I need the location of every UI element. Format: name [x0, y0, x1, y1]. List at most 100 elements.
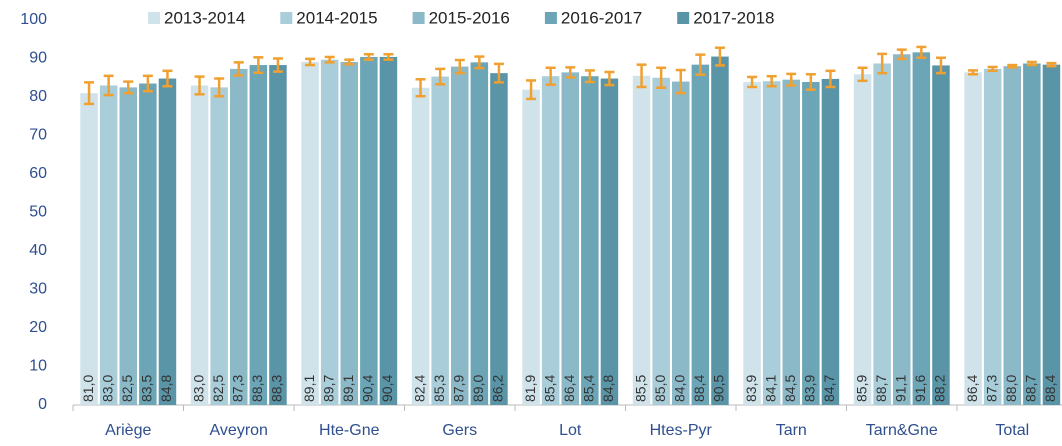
bar: [912, 52, 931, 406]
bar: [1023, 63, 1041, 405]
value-label: 83,9: [802, 375, 818, 402]
value-label: 85,0: [652, 375, 668, 402]
bar: [451, 66, 469, 406]
value-label: 85,4: [541, 375, 557, 402]
error-bar: [877, 52, 888, 75]
bar: [158, 78, 177, 406]
value-label: 87,3: [229, 375, 245, 402]
bar: [691, 64, 710, 405]
error-bar: [474, 55, 485, 70]
bar: [269, 65, 287, 406]
value-label: 89,1: [301, 375, 317, 402]
error-bar: [214, 77, 225, 98]
error-bar: [805, 73, 816, 91]
error-bar: [675, 68, 686, 95]
legend-label: 2013-2014: [164, 8, 245, 27]
value-label: 85,5: [632, 375, 648, 402]
value-label: 88,4: [691, 375, 707, 402]
bar: [139, 83, 157, 406]
bar: [431, 76, 449, 405]
x-tick-label: Htes-Pyr: [650, 422, 713, 439]
value-label: 88,3: [249, 375, 265, 402]
x-tick-label: Total: [995, 422, 1029, 439]
bar: [470, 62, 489, 405]
bar: [932, 65, 950, 406]
value-label: 83,0: [99, 375, 115, 402]
x-tick-label: Gers: [442, 422, 477, 439]
bar: [80, 93, 98, 406]
legend-swatch: [148, 12, 160, 24]
value-label: 82,5: [119, 375, 135, 402]
y-tick-label: 50: [29, 204, 47, 221]
value-label: 85,4: [581, 375, 597, 402]
error-bar: [584, 69, 595, 84]
y-tick-label: 30: [29, 281, 47, 298]
value-label: 88,0: [1003, 375, 1019, 402]
error-bar: [968, 69, 979, 76]
bar: [541, 76, 560, 406]
bar: [190, 85, 209, 405]
value-label: 81,9: [522, 375, 538, 402]
value-label: 88,2: [932, 375, 948, 402]
value-label: 91,1: [892, 375, 908, 402]
value-label: 88,3: [269, 375, 285, 402]
error-bar: [604, 70, 615, 87]
bar: [249, 65, 268, 406]
value-label: 88,4: [1042, 375, 1058, 402]
bar: [873, 63, 891, 405]
error-bar: [656, 66, 667, 90]
error-bar: [1026, 60, 1037, 67]
error-bar: [786, 72, 797, 87]
value-label: 84,5: [782, 375, 798, 402]
error-bar: [935, 56, 946, 75]
error-bar: [272, 57, 283, 73]
value-label: 81,0: [80, 375, 96, 402]
error-bar: [142, 74, 153, 93]
value-label: 88,7: [873, 375, 889, 402]
error-bar: [415, 78, 426, 98]
value-label: 91,6: [912, 375, 928, 402]
x-tick-label: Lot: [559, 422, 582, 439]
value-label: 85,3: [431, 375, 447, 402]
y-tick-label: 40: [29, 242, 47, 259]
error-bar: [545, 66, 556, 86]
error-bar: [714, 46, 725, 67]
error-bar: [162, 69, 173, 88]
legend-label: 2017-2018: [693, 8, 774, 27]
error-bar: [253, 56, 264, 74]
value-label: 83,5: [139, 375, 155, 402]
error-bar: [363, 53, 374, 61]
error-bar: [123, 80, 134, 95]
x-tick-label: Tarn&Gne: [866, 422, 938, 439]
value-label: 86,4: [964, 375, 980, 402]
error-bar: [825, 69, 836, 89]
bar: [893, 54, 911, 405]
value-label: 82,4: [411, 375, 427, 402]
x-tick-label: Ariège: [105, 422, 151, 439]
value-label: 90,5: [711, 375, 727, 402]
bar: [632, 75, 651, 405]
value-label: 86,2: [490, 375, 506, 402]
bar: [522, 89, 540, 405]
y-tick-label: 20: [29, 319, 47, 336]
error-bar: [84, 81, 95, 106]
bar: [983, 68, 1002, 406]
value-label: 90,4: [360, 375, 376, 402]
value-label: 90,4: [379, 375, 395, 402]
value-label: 82,5: [210, 375, 226, 402]
value-label: 83,0: [190, 375, 206, 402]
legend-swatch: [280, 12, 293, 24]
value-label: 88,7: [1023, 375, 1039, 402]
bar: [964, 72, 982, 406]
bar: [301, 61, 319, 406]
error-bar: [916, 45, 927, 59]
error-bar: [383, 53, 394, 61]
y-tick-label: 100: [20, 11, 47, 28]
error-bar: [695, 53, 706, 76]
bar: [340, 61, 358, 406]
bar: [853, 74, 872, 405]
y-tick-label: 70: [29, 127, 47, 144]
y-tick-label: 0: [38, 396, 47, 413]
bar: [360, 56, 378, 406]
error-bar: [305, 57, 316, 67]
